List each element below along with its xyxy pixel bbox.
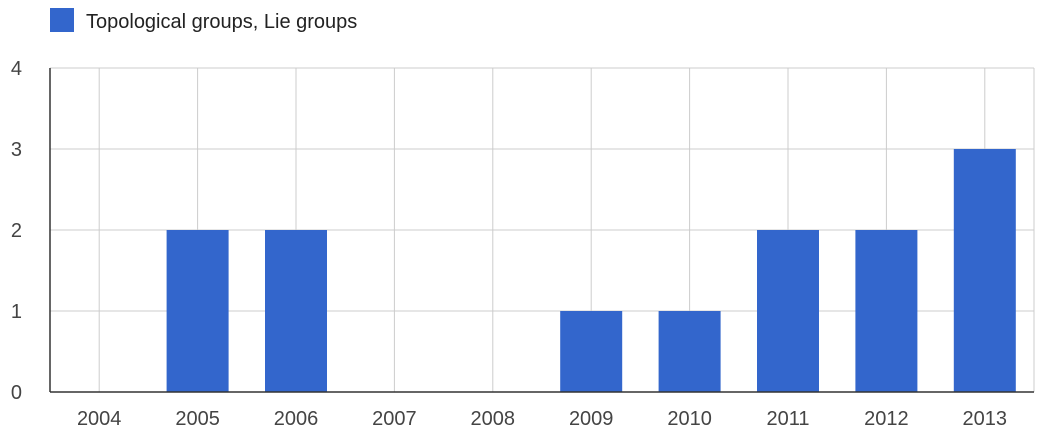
bar-2006	[265, 230, 327, 392]
bar-2011	[757, 230, 819, 392]
bar-2012	[855, 230, 917, 392]
x-tick-label: 2011	[766, 408, 809, 430]
bar-2009	[560, 311, 622, 392]
y-tick-label: 1	[11, 301, 22, 323]
y-axis-tick-labels: 0 1 2 3 4	[11, 58, 22, 404]
bar-2013	[954, 149, 1016, 392]
x-tick-label: 2005	[175, 408, 220, 430]
x-tick-label: 2010	[667, 408, 712, 430]
x-tick-label: 2012	[864, 408, 909, 430]
legend: Topological groups, Lie groups	[50, 8, 357, 33]
bar-2010	[659, 311, 721, 392]
x-tick-label: 2009	[569, 408, 614, 430]
y-tick-label: 0	[11, 382, 22, 404]
x-tick-label: 2004	[77, 408, 122, 430]
x-tick-label: 2006	[274, 408, 319, 430]
legend-label: Topological groups, Lie groups	[86, 11, 357, 33]
y-tick-label: 2	[11, 220, 22, 242]
y-tick-label: 4	[11, 58, 22, 80]
y-tick-label: 3	[11, 139, 22, 161]
x-tick-label: 2013	[963, 408, 1008, 430]
legend-swatch	[50, 8, 74, 32]
x-tick-label: 2007	[372, 408, 417, 430]
x-axis-tick-labels: 2004 2005 2006 2007 2008 2009 2010 2011 2012 2013	[77, 408, 1007, 430]
x-tick-label: 2008	[471, 408, 516, 430]
bar-2005	[167, 230, 229, 392]
